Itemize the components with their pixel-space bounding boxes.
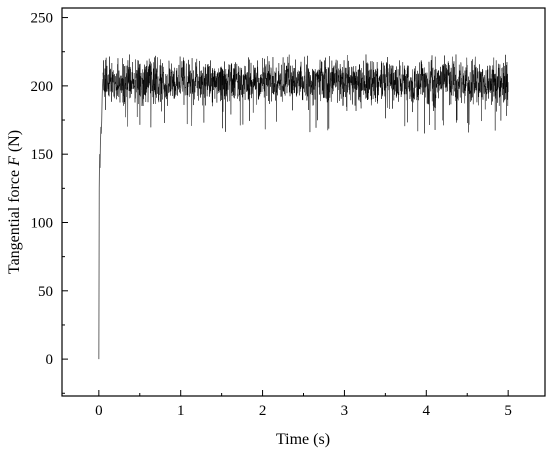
- series-layer: [98, 54, 509, 360]
- x-tick-label: 1: [177, 403, 185, 419]
- series-line: [102, 54, 509, 134]
- x-tick-label: 2: [259, 403, 267, 419]
- y-axis-label: Tangential force F (N): [6, 130, 23, 274]
- y-tick-label: 0: [46, 352, 54, 368]
- x-axis-label: Time (s): [276, 431, 330, 448]
- y-tick-label: 50: [38, 284, 53, 300]
- x-axis: 0 1 2 3 4 5: [95, 390, 512, 419]
- y-tick-label: 150: [31, 147, 54, 163]
- y-tick-label: 100: [31, 215, 54, 231]
- y-axis-label-prefix: Tangential force: [6, 166, 23, 274]
- y-tick-label: 200: [31, 79, 54, 95]
- x-tick-label: 4: [423, 403, 431, 419]
- y-axis: 0 50 100 150 200 250: [31, 11, 68, 394]
- x-tick-label: 5: [504, 403, 512, 419]
- y-tick-label: 250: [31, 11, 54, 27]
- x-tick-label: 3: [341, 403, 349, 419]
- x-tick-label: 0: [95, 403, 103, 419]
- y-axis-label-symbol: F: [6, 156, 23, 167]
- y-axis-label-suffix: (N): [6, 130, 23, 156]
- transient-line: [98, 79, 104, 360]
